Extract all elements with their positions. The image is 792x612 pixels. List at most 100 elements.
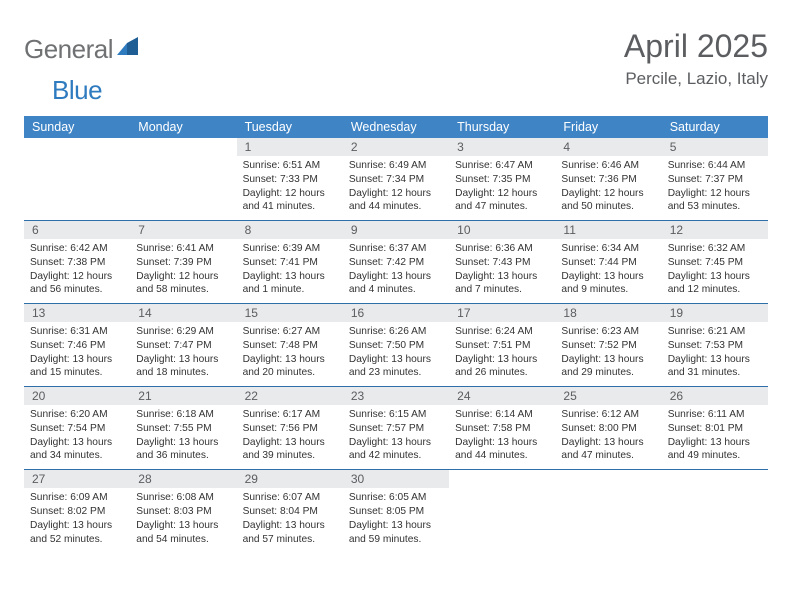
daylight-line: Daylight: 12 hours [561,187,655,201]
daylight-line: Daylight: 12 hours [668,187,762,201]
daylight-line: Daylight: 13 hours [136,353,230,367]
daylight-line: Daylight: 13 hours [349,353,443,367]
logo: General [24,28,141,65]
sunset-line: Sunset: 7:51 PM [455,339,549,353]
sunset-line: Sunset: 8:00 PM [561,422,655,436]
daylight-line: and 9 minutes. [561,283,655,297]
sunset-line: Sunset: 7:55 PM [136,422,230,436]
sunrise-line: Sunrise: 6:46 AM [561,159,655,173]
day-number: 30 [343,470,449,488]
day-number: 8 [237,221,343,239]
day-number: 22 [237,387,343,405]
empty-cell [662,470,768,552]
day-of-week: Friday [555,116,661,138]
day-cell: 10 Sunrise: 6:36 AMSunset: 7:43 PMDayligh… [449,221,555,303]
logo-word1: General [24,34,113,65]
sunrise-line: Sunrise: 6:32 AM [668,242,762,256]
sunset-line: Sunset: 7:54 PM [30,422,124,436]
sunrise-line: Sunrise: 6:11 AM [668,408,762,422]
sunset-line: Sunset: 7:33 PM [243,173,337,187]
day-of-week-row: SundayMondayTuesdayWednesdayThursdayFrid… [24,116,768,138]
day-cell: 4Sunrise: 6:46 AMSunset: 7:36 PMDaylight… [555,138,661,220]
sunrise-line: Sunrise: 6:15 AM [349,408,443,422]
day-number: 24 [449,387,555,405]
daylight-line: and 26 minutes. [455,366,549,380]
day-number: 10 [449,221,555,239]
day-cell: 14Sunrise: 6:29 AMSunset: 7:47 PMDayligh… [130,304,236,386]
daylight-line: and 47 minutes. [561,449,655,463]
day-cell: 23Sunrise: 6:15 AMSunset: 7:57 PMDayligh… [343,387,449,469]
sunrise-line: Sunrise: 6:29 AM [136,325,230,339]
daylight-line: Daylight: 13 hours [668,353,762,367]
daylight-line: and 15 minutes. [30,366,124,380]
daylight-line: Daylight: 12 hours [455,187,549,201]
day-number: 21 [130,387,236,405]
daylight-line: and 18 minutes. [136,366,230,380]
daylight-line: and 59 minutes. [349,533,443,547]
daylight-line: and 42 minutes. [349,449,443,463]
sunset-line: Sunset: 7:35 PM [455,173,549,187]
sunrise-line: Sunrise: 6:26 AM [349,325,443,339]
month-title: April 2025 [624,28,768,65]
day-cell: 3Sunrise: 6:47 AMSunset: 7:35 PMDaylight… [449,138,555,220]
day-cell: 6Sunrise: 6:42 AMSunset: 7:38 PMDaylight… [24,221,130,303]
day-cell: 26Sunrise: 6:11 AMSunset: 8:01 PMDayligh… [662,387,768,469]
sunset-line: Sunset: 7:48 PM [243,339,337,353]
sunset-line: Sunset: 7:39 PM [136,256,230,270]
location: Percile, Lazio, Italy [624,69,768,89]
daylight-line: and 29 minutes. [561,366,655,380]
day-cell: 21Sunrise: 6:18 AMSunset: 7:55 PMDayligh… [130,387,236,469]
day-number: 20 [24,387,130,405]
day-number: 23 [343,387,449,405]
daylight-line: and 53 minutes. [668,200,762,214]
sunrise-line: Sunrise: 6:44 AM [668,159,762,173]
day-cell: 25Sunrise: 6:12 AMSunset: 8:00 PMDayligh… [555,387,661,469]
daylight-line: and 49 minutes. [668,449,762,463]
sunset-line: Sunset: 7:46 PM [30,339,124,353]
day-of-week: Saturday [662,116,768,138]
day-cell: 28Sunrise: 6:08 AMSunset: 8:03 PMDayligh… [130,470,236,552]
day-of-week: Thursday [449,116,555,138]
daylight-line: Daylight: 13 hours [455,270,549,284]
daylight-line: and 44 minutes. [455,449,549,463]
week-row: 20Sunrise: 6:20 AMSunset: 7:54 PMDayligh… [24,387,768,470]
sunrise-line: Sunrise: 6:42 AM [30,242,124,256]
sunset-line: Sunset: 8:02 PM [30,505,124,519]
day-cell: 29Sunrise: 6:07 AMSunset: 8:04 PMDayligh… [237,470,343,552]
daylight-line: and 34 minutes. [30,449,124,463]
sunrise-line: Sunrise: 6:24 AM [455,325,549,339]
empty-cell [24,138,130,220]
sunrise-line: Sunrise: 6:47 AM [455,159,549,173]
day-number: 29 [237,470,343,488]
title-block: April 2025 Percile, Lazio, Italy [624,28,768,89]
day-number: 12 [662,221,768,239]
sunrise-line: Sunrise: 6:18 AM [136,408,230,422]
sunset-line: Sunset: 8:04 PM [243,505,337,519]
day-number: 11 [555,221,661,239]
sunset-line: Sunset: 8:03 PM [136,505,230,519]
week-row: 27Sunrise: 6:09 AMSunset: 8:02 PMDayligh… [24,470,768,552]
sunset-line: Sunset: 7:53 PM [668,339,762,353]
day-of-week: Monday [130,116,236,138]
sunset-line: Sunset: 7:43 PM [455,256,549,270]
sunrise-line: Sunrise: 6:14 AM [455,408,549,422]
day-number: 14 [130,304,236,322]
daylight-line: and 20 minutes. [243,366,337,380]
daylight-line: Daylight: 13 hours [30,436,124,450]
day-cell: 11Sunrise: 6:34 AMSunset: 7:44 PMDayligh… [555,221,661,303]
sunrise-line: Sunrise: 6:36 AM [455,242,549,256]
daylight-line: and 50 minutes. [561,200,655,214]
daylight-line: Daylight: 13 hours [243,519,337,533]
day-cell: 27Sunrise: 6:09 AMSunset: 8:02 PMDayligh… [24,470,130,552]
sunrise-line: Sunrise: 6:39 AM [243,242,337,256]
day-cell: 12Sunrise: 6:32 AMSunset: 7:45 PMDayligh… [662,221,768,303]
daylight-line: and 58 minutes. [136,283,230,297]
sunrise-line: Sunrise: 6:12 AM [561,408,655,422]
daylight-line: Daylight: 13 hours [668,436,762,450]
daylight-line: and 56 minutes. [30,283,124,297]
daylight-line: and 7 minutes. [455,283,549,297]
sunrise-line: Sunrise: 6:20 AM [30,408,124,422]
daylight-line: Daylight: 12 hours [349,187,443,201]
logo-mark-icon [117,37,139,62]
day-number: 26 [662,387,768,405]
